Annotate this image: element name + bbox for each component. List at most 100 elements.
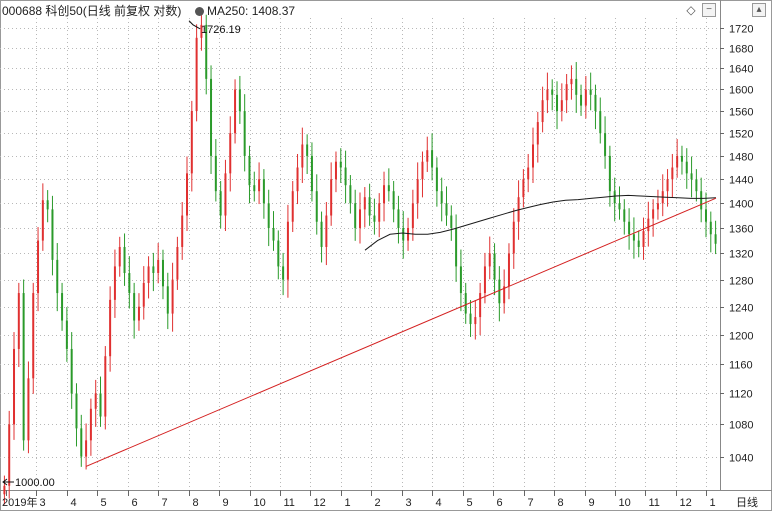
x-tick-label: 2 <box>375 497 381 509</box>
candle-body <box>392 191 395 210</box>
high-arrow-icon <box>188 20 201 30</box>
candle-body <box>176 246 179 280</box>
candle-body <box>551 89 554 95</box>
candle-body <box>709 221 712 235</box>
axis-layer: 1040 1080 1120 1160 1200 1240 1280 1320 1360 1400… <box>2 24 758 510</box>
line-layer <box>85 194 717 467</box>
candle-body <box>507 253 510 287</box>
candle-layer <box>3 8 717 505</box>
candle-body <box>248 155 251 186</box>
x-tick-label: 4 <box>436 497 442 509</box>
candle-body <box>565 84 568 101</box>
candle-body <box>426 150 429 162</box>
x-tick-label: 1 <box>345 497 351 509</box>
candle-body <box>147 266 150 283</box>
candle-body <box>142 282 145 307</box>
candle-body <box>210 78 213 156</box>
candle-body <box>608 155 611 192</box>
candle-body <box>219 191 222 216</box>
candle-body <box>181 215 184 247</box>
candle-body <box>623 209 626 222</box>
candle-body <box>560 100 563 112</box>
candle-body <box>104 356 107 417</box>
y-tick-label: 1040 <box>729 453 753 465</box>
x-tick-label: 11 <box>649 497 660 509</box>
candle-body <box>243 111 246 156</box>
candle-body <box>32 293 35 379</box>
high-label: 1726.19 <box>201 24 241 36</box>
candle-body <box>695 179 698 192</box>
y-tick-label: 1200 <box>729 331 753 343</box>
candle-body <box>113 266 116 300</box>
x-tick-label: 12 <box>314 497 326 509</box>
candle-body <box>479 293 482 318</box>
x-tick-label: 9 <box>223 497 229 509</box>
candle-body <box>431 150 434 168</box>
candle-body <box>330 179 333 216</box>
candle-body <box>642 231 645 247</box>
candle-body <box>618 203 621 210</box>
y-tick-label: 1160 <box>729 360 753 372</box>
candle-body <box>680 155 683 162</box>
x-tick-label: 12 <box>680 497 692 509</box>
candle-body <box>714 234 717 244</box>
trend-line <box>85 197 717 467</box>
candle-body <box>604 133 607 156</box>
candle-body <box>411 203 414 228</box>
candle-body <box>46 200 49 210</box>
candle-body <box>51 209 54 260</box>
candle-body <box>522 179 525 198</box>
candle-body <box>234 89 237 134</box>
candle-body <box>128 273 131 294</box>
candle-body <box>89 408 92 441</box>
x-tick-label: 11 <box>284 497 295 509</box>
candle-body <box>580 94 583 106</box>
candle-body <box>589 89 592 95</box>
candle-body <box>190 111 193 174</box>
x-tick-label: 2019年 <box>2 495 37 509</box>
candle-body <box>99 393 102 417</box>
close-icon[interactable]: ▴ <box>752 3 766 17</box>
candle-body <box>195 37 198 112</box>
y-tick-label: 1480 <box>729 152 753 164</box>
candle-body <box>421 161 424 180</box>
minus-icon[interactable]: − <box>702 3 716 17</box>
candle-body <box>186 173 189 216</box>
candle-body <box>27 378 30 441</box>
candle-body <box>339 161 342 168</box>
candle-body <box>503 286 506 304</box>
candle-body <box>152 266 155 274</box>
candle-body <box>65 320 68 349</box>
candle-body <box>272 227 275 241</box>
candle-body <box>75 393 78 429</box>
candle-body <box>229 133 232 174</box>
x-tick-label: 9 <box>589 497 595 509</box>
candle-body <box>13 348 16 425</box>
y-tick-label: 1360 <box>729 224 753 236</box>
x-tick-label: 5 <box>467 497 473 509</box>
candle-body <box>599 111 602 134</box>
candle-body <box>647 218 650 232</box>
candle-body <box>570 78 573 85</box>
candle-body <box>224 173 227 216</box>
y-tick-label: 1720 <box>729 24 753 36</box>
candle-body <box>205 24 208 79</box>
y-tick-label: 1320 <box>729 249 753 261</box>
y-tick-label: 1600 <box>729 85 753 97</box>
candle-body <box>527 167 530 180</box>
candle-body <box>387 185 390 192</box>
candle-body <box>166 286 169 314</box>
candle-body <box>286 221 289 280</box>
candle-body <box>282 266 285 280</box>
candle-body <box>666 179 669 192</box>
candle-body <box>301 144 304 168</box>
candle-body <box>637 240 640 247</box>
candle-body <box>214 155 217 192</box>
candle-body <box>109 299 112 357</box>
diamond-icon[interactable]: ◇ <box>686 3 696 17</box>
candle-body <box>320 221 323 247</box>
